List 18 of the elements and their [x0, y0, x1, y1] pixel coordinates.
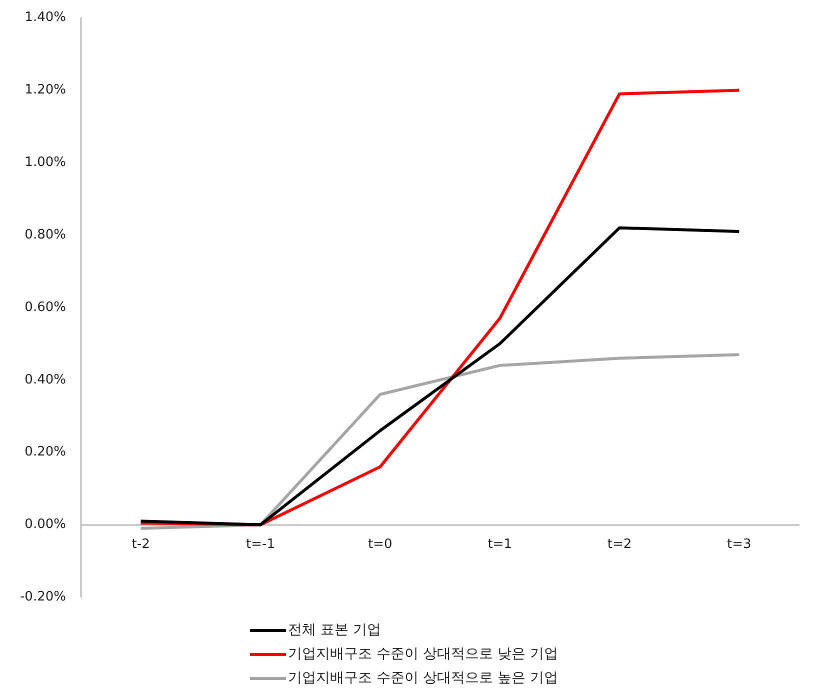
legend-label: 전체 표본 기업 — [288, 621, 381, 639]
x-tick-label: t=1 — [488, 536, 512, 552]
x-tick-label: t=2 — [607, 536, 632, 552]
y-tick-label: 0.00% — [24, 517, 66, 532]
x-tick-label: t=-1 — [246, 536, 275, 552]
y-tick-label: 0.80% — [24, 227, 66, 242]
y-tick-label: 1.40% — [24, 10, 66, 26]
y-tick-label: 1.20% — [24, 82, 66, 98]
legend-label: 기업지배구조 수준이 상대적으로 낮은 기업 — [288, 645, 558, 663]
x-tick-label: t=3 — [727, 536, 752, 552]
x-tick-label: t-2 — [132, 536, 150, 552]
y-tick-label: 0.40% — [24, 372, 66, 388]
y-tick-label: 0.60% — [24, 300, 66, 315]
x-tick-label: t=0 — [368, 536, 392, 552]
y-tick-label: 0.20% — [24, 444, 66, 460]
y-tick-label: -0.20% — [20, 590, 66, 605]
legend-label: 기업지배구조 수준이 상대적으로 높은 기업 — [288, 669, 558, 687]
y-tick-label: 1.00% — [24, 155, 66, 170]
